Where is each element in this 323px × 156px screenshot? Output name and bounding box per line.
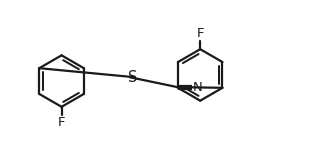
Text: F: F xyxy=(58,116,65,129)
Text: F: F xyxy=(196,27,204,40)
Text: N: N xyxy=(193,81,203,94)
Text: S: S xyxy=(128,70,137,85)
